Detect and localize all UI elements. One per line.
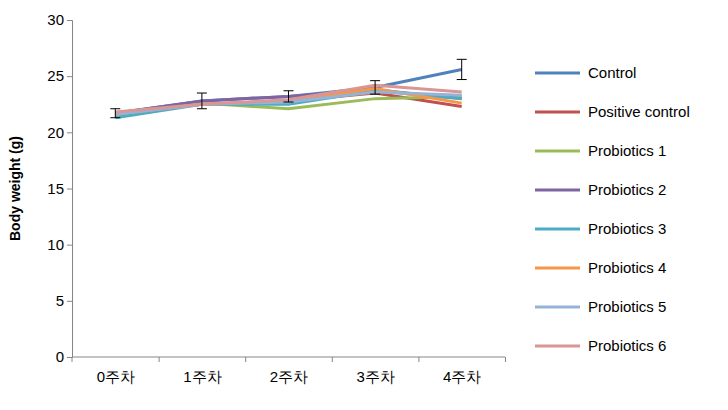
y-tick-label: 25 xyxy=(47,67,64,84)
y-axis-line xyxy=(67,21,73,358)
x-tick-mark xyxy=(72,357,73,362)
series-line xyxy=(115,89,461,115)
y-tick-label: 5 xyxy=(56,292,64,309)
x-tick-label: 0주차 xyxy=(97,368,135,385)
legend-swatch xyxy=(535,267,580,270)
x-axis: 0주차 1주차 2주차 3주차 4주차 xyxy=(72,357,506,385)
y-tick: 5 xyxy=(56,292,72,309)
y-tick-mark xyxy=(67,132,72,133)
y-tick: 15 xyxy=(47,180,72,197)
x-tick-mark xyxy=(245,357,246,362)
y-tick-label: 0 xyxy=(56,348,64,365)
error-stem xyxy=(461,59,462,79)
error-bar xyxy=(457,59,467,79)
y-tick: 20 xyxy=(47,124,72,141)
legend-swatch xyxy=(535,189,580,192)
error-cap xyxy=(457,79,467,80)
error-bar xyxy=(197,93,207,109)
error-stem xyxy=(201,93,202,109)
y-tick-mark xyxy=(67,189,72,190)
legend-swatch xyxy=(535,72,580,75)
error-stem xyxy=(375,81,376,94)
y-tick: 10 xyxy=(47,236,72,253)
plot-area xyxy=(110,59,466,117)
error-cap xyxy=(197,93,207,94)
y-tick-mark xyxy=(67,301,72,302)
x-tick: 3주차 xyxy=(356,357,418,385)
legend-label: Probiotics 4 xyxy=(588,259,666,276)
x-tick: 4주차 xyxy=(443,357,505,385)
y-tick-label: 15 xyxy=(47,180,64,197)
y-tick-mark xyxy=(67,20,72,21)
x-axis-line xyxy=(72,357,505,358)
y-tick: 0 xyxy=(56,348,72,365)
y-tick: 25 xyxy=(47,67,72,84)
legend-label: Probiotics 6 xyxy=(588,337,666,354)
y-tick-mark xyxy=(67,76,72,77)
chart: 0 5 10 15 20 25 30 0주차 1주차 2주차 3주차 4주차 Body weight (… xyxy=(0,0,728,410)
y-tick-label: 30 xyxy=(47,11,64,28)
legend-swatch xyxy=(535,345,580,348)
x-tick-label: 2주차 xyxy=(270,368,308,385)
x-tick-label: 3주차 xyxy=(356,368,394,385)
legend-label: Probiotics 2 xyxy=(588,181,666,198)
x-tick-mark xyxy=(505,357,506,362)
series-line xyxy=(115,69,461,113)
legend-label: Positive control xyxy=(588,103,690,120)
x-tick-label: 4주차 xyxy=(443,368,481,385)
series-line xyxy=(115,85,461,112)
legend-swatch xyxy=(535,150,580,153)
x-tick-mark xyxy=(418,357,419,362)
error-cap xyxy=(110,117,120,118)
legend-label: Probiotics 5 xyxy=(588,298,666,315)
error-cap xyxy=(284,102,294,103)
error-cap xyxy=(370,94,380,95)
y-axis: 0 5 10 15 20 25 30 xyxy=(47,11,72,365)
error-cap xyxy=(110,108,120,109)
error-bar xyxy=(284,91,294,102)
error-bar xyxy=(110,109,120,118)
y-tick: 30 xyxy=(47,11,72,28)
error-cap xyxy=(370,80,380,81)
legend-swatch xyxy=(535,111,580,114)
x-tick-mark xyxy=(332,357,333,362)
legend-label: Control xyxy=(588,64,636,81)
error-bar xyxy=(370,81,380,94)
legend-swatch xyxy=(535,228,580,231)
legend-label: Probiotics 3 xyxy=(588,220,666,237)
x-tick-label: 1주차 xyxy=(183,368,221,385)
y-tick-mark xyxy=(67,357,72,358)
y-tick-label: 10 xyxy=(47,236,64,253)
y-axis-title: Body weight (g) xyxy=(7,136,23,241)
x-tick-mark xyxy=(159,357,160,362)
x-tick: 1주차 xyxy=(183,357,245,385)
error-cap xyxy=(284,90,294,91)
legend-swatch xyxy=(535,306,580,309)
legend: Control Positive control Probiotics 1 Probi… xyxy=(535,64,690,354)
error-cap xyxy=(197,108,207,109)
y-tick-label: 20 xyxy=(47,124,64,141)
x-tick: 2주차 xyxy=(270,357,332,385)
y-tick-mark xyxy=(67,245,72,246)
error-cap xyxy=(457,59,467,60)
x-tick: 0주차 xyxy=(97,357,159,385)
legend-label: Probiotics 1 xyxy=(588,142,666,159)
error-stem xyxy=(288,91,289,102)
error-stem xyxy=(115,109,116,118)
